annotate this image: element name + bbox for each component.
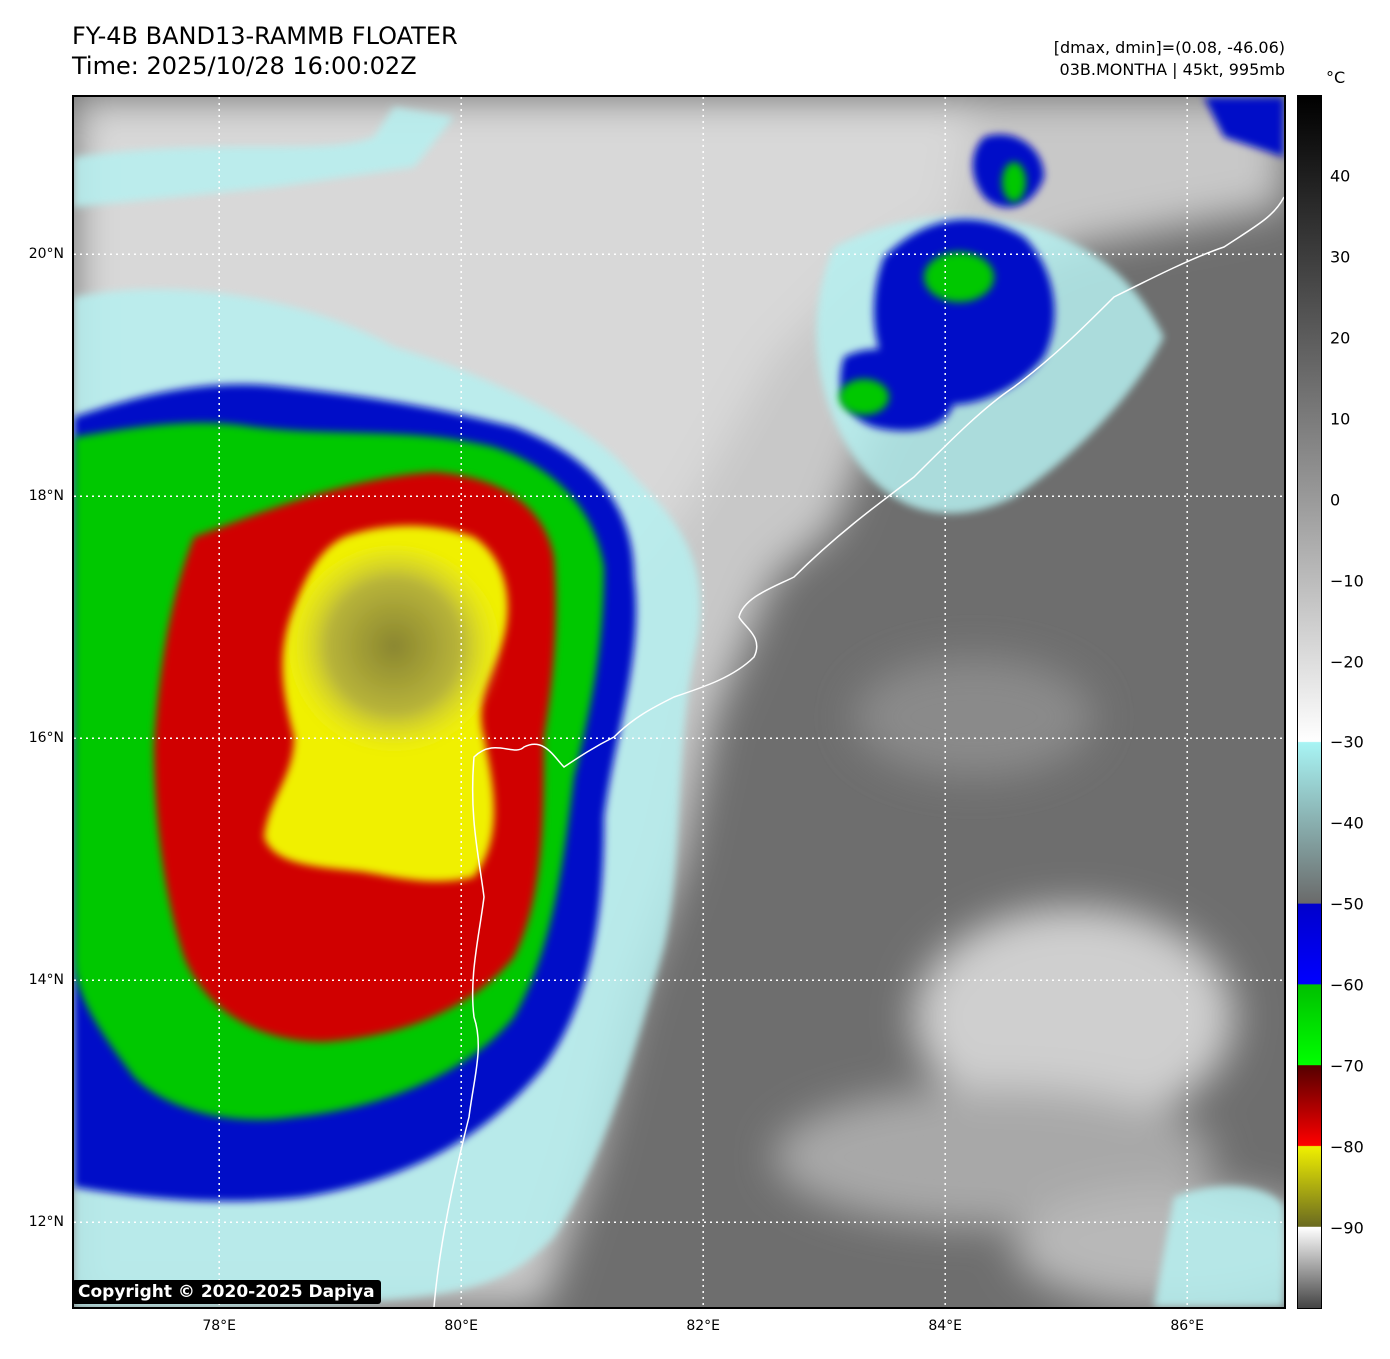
colorbar-unit: °C bbox=[1326, 68, 1346, 87]
gridlines bbox=[74, 97, 1284, 1307]
coastline bbox=[433, 196, 1284, 1307]
colorbar-tick-12: −80 bbox=[1330, 1137, 1364, 1157]
colorbar-tick-3: 10 bbox=[1330, 409, 1351, 429]
colorbar-tick-0: 40 bbox=[1330, 166, 1351, 186]
colorbar-tick-13: −90 bbox=[1330, 1218, 1364, 1238]
colorbar-tick-10: −60 bbox=[1330, 975, 1364, 995]
colorbar bbox=[1297, 95, 1322, 1309]
lon-label-0: 78°E bbox=[202, 1318, 237, 1334]
lon-label-1: 80°E bbox=[444, 1318, 479, 1334]
colorbar-tick-1: 30 bbox=[1330, 247, 1351, 267]
lat-label-1: 14°N bbox=[28, 972, 64, 989]
colorbar-tick-9: −50 bbox=[1330, 894, 1364, 914]
lon-label-4: 86°E bbox=[1170, 1318, 1205, 1334]
colorbar-tick-5: −10 bbox=[1330, 571, 1364, 591]
colorbar-tick-6: −20 bbox=[1330, 652, 1364, 672]
chart-title: FY-4B BAND13-RAMMB FLOATER bbox=[72, 22, 458, 50]
satellite-map bbox=[72, 95, 1286, 1309]
colorbar-tick-2: 20 bbox=[1330, 328, 1351, 348]
yellow-core bbox=[264, 525, 508, 882]
colorbar-tick-8: −40 bbox=[1330, 813, 1364, 833]
dmax-dmin-label: [dmax, dmin]=(0.08, -46.06) bbox=[1053, 38, 1285, 57]
chart-time: Time: 2025/10/28 16:00:02Z bbox=[72, 52, 417, 80]
lat-label-4: 20°N bbox=[28, 246, 64, 263]
colorbar-tick-11: −70 bbox=[1330, 1056, 1364, 1076]
lat-label-3: 18°N bbox=[28, 488, 64, 505]
lat-label-0: 12°N bbox=[28, 1214, 64, 1231]
lat-label-2: 16°N bbox=[28, 730, 64, 747]
colorbar-tick-4: 0 bbox=[1330, 490, 1341, 510]
colorbar-tick-7: −30 bbox=[1330, 732, 1364, 752]
storm-info-label: 03B.MONTHA | 45kt, 995mb bbox=[1059, 60, 1285, 79]
lon-label-3: 84°E bbox=[928, 1318, 963, 1334]
lon-label-2: 82°E bbox=[686, 1318, 721, 1334]
copyright-label: Copyright © 2020-2025 Dapiya bbox=[72, 1280, 381, 1304]
